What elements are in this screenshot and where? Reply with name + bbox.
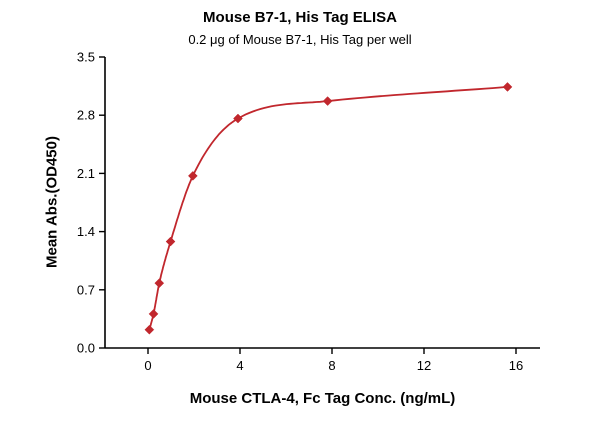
x-axis-label: Mouse CTLA-4, Fc Tag Conc. (ng/mL) bbox=[189, 390, 456, 407]
chart-subtitle: 0.2 μg of Mouse B7-1, His Tag per well bbox=[188, 32, 412, 47]
data-point-marker bbox=[148, 309, 159, 319]
data-point-marker bbox=[187, 171, 198, 181]
y-tick-label: 2.8 bbox=[77, 108, 95, 123]
x-tick-label: 12 bbox=[417, 358, 431, 373]
data-point-marker bbox=[144, 324, 155, 335]
data-point-marker bbox=[233, 113, 243, 124]
fit-curve bbox=[148, 86, 508, 330]
y-tick-label: 0.0 bbox=[77, 341, 95, 356]
x-tick-label: 0 bbox=[144, 358, 151, 373]
x-tick-label: 8 bbox=[328, 358, 335, 373]
data-point-marker bbox=[165, 236, 176, 247]
data-point-marker bbox=[154, 278, 165, 289]
x-tick-label: 4 bbox=[236, 358, 243, 373]
y-tick-label: 3.5 bbox=[77, 50, 95, 65]
y-tick-label: 2.1 bbox=[77, 166, 95, 181]
y-tick-label: 1.4 bbox=[77, 224, 95, 239]
x-tick-label: 16 bbox=[509, 358, 523, 373]
chart-title: Mouse B7-1, His Tag ELISA bbox=[203, 9, 397, 26]
data-point-marker bbox=[502, 82, 513, 92]
y-tick-label: 0.7 bbox=[77, 282, 95, 297]
data-point-marker bbox=[322, 96, 333, 106]
